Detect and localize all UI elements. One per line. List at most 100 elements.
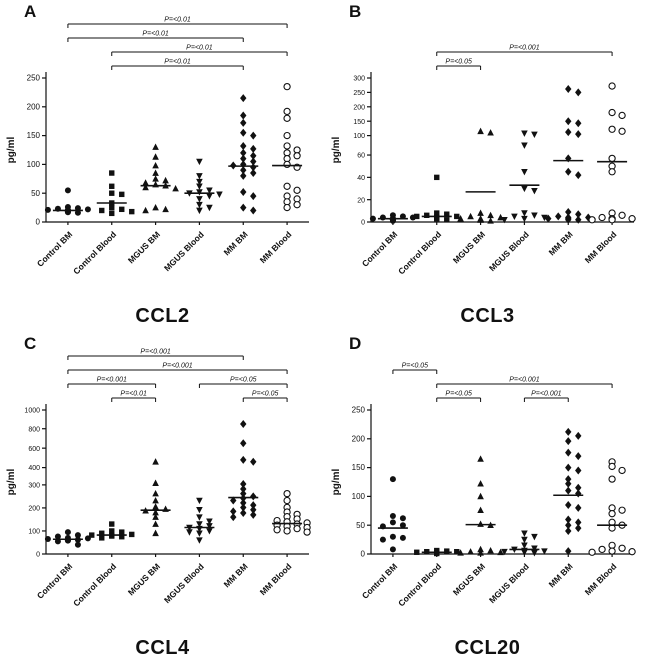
data-point-diamond-filled [240, 489, 247, 498]
p-value-label: P=<0.001 [509, 377, 539, 384]
data-point-circle-filled [64, 529, 71, 536]
data-point-diamond-filled [575, 489, 582, 498]
data-point-diamond-filled [250, 505, 257, 514]
y-tick-label: 600 [28, 446, 40, 453]
y-tick-label: 800 [28, 426, 40, 433]
data-point-triangle-filled [477, 549, 484, 556]
data-point-circle-open [628, 548, 636, 556]
y-tick-label: 250 [27, 74, 41, 83]
data-point-circle-open [618, 111, 626, 120]
data-point-square-filled [109, 170, 115, 176]
x-category-label: Control Blood [71, 229, 118, 276]
y-tick-label: 20 [357, 197, 365, 204]
data-point-triangle-down-filled [501, 548, 508, 556]
data-point-square-filled [444, 217, 450, 223]
data-point-triangle-down-filled [206, 187, 213, 194]
data-point-diamond-filled [250, 169, 257, 178]
data-point-circle-open [598, 545, 606, 554]
series-mgus-blood [184, 158, 223, 215]
data-point-square-filled [454, 213, 460, 220]
significance-bracket [436, 51, 613, 56]
y-tick-label: 100 [352, 492, 366, 501]
significance-bracket [67, 355, 244, 360]
data-point-triangle-filled [477, 506, 484, 514]
data-point-square-filled [89, 532, 95, 538]
significance-bracket [111, 51, 288, 56]
data-point-triangle-down-filled [521, 530, 528, 537]
series-mm-bm [228, 94, 259, 215]
data-point-triangle-down-filled [196, 183, 203, 190]
x-category-label: MM Blood [583, 229, 619, 265]
data-point-diamond-filled [240, 508, 247, 517]
y-tick-label: 100 [353, 133, 365, 140]
data-point-circle-open [283, 107, 291, 116]
data-point-triangle-filled [477, 127, 484, 135]
data-point-diamond-filled [565, 215, 572, 224]
data-point-circle-filled [399, 522, 406, 529]
data-point-diamond-filled [565, 463, 572, 472]
series-mm-bm [228, 420, 259, 522]
data-point-square-filled [119, 206, 125, 213]
p-value-label: P=<0.001 [509, 45, 539, 52]
data-point-triangle-down-filled [521, 215, 528, 223]
x-category-label: MM BM [547, 561, 575, 589]
data-point-circle-filled [74, 532, 81, 539]
data-point-triangle-down-filled [521, 210, 528, 217]
data-point-diamond-filled [575, 130, 582, 139]
data-point-triangle-down-filled [206, 204, 213, 212]
data-point-square-filled [414, 213, 420, 220]
data-point-circle-open [608, 154, 616, 163]
data-point-diamond-filled [250, 157, 257, 166]
data-point-circle-open [283, 489, 291, 498]
y-tick-label: 150 [352, 463, 366, 472]
data-point-diamond-filled [565, 486, 572, 495]
data-point-triangle-filled [497, 548, 504, 556]
y-tick-label: 50 [356, 521, 365, 530]
axes [367, 72, 634, 225]
data-point-diamond-filled [565, 117, 572, 126]
data-point-triangle-down-filled [206, 518, 213, 525]
series-mgus-blood [184, 497, 215, 544]
data-point-square-filled [99, 530, 105, 536]
y-tick-label: 0 [361, 550, 366, 559]
significance-bracket [436, 383, 613, 388]
data-point-triangle-down-filled [531, 131, 538, 139]
data-point-triangle-down-filled [196, 207, 203, 215]
x-category-label: MGUS BM [451, 229, 487, 265]
panel-a: A 0 50 100 150 200 250 pg/ml Control BM Control … [0, 0, 325, 332]
data-point-triangle-down-filled [521, 168, 528, 176]
x-category-label: MGUS Blood [162, 229, 206, 273]
x-category-label: Control BM [35, 229, 74, 268]
data-point-circle-open [283, 203, 291, 212]
data-point-triangle-filled [152, 169, 159, 176]
chart-title-ccl20: CCL20 [454, 637, 521, 659]
data-point-triangle-filled [467, 548, 474, 555]
x-category-label: Control Blood [396, 229, 443, 276]
data-point-diamond-filled [240, 94, 247, 103]
data-point-circle-filled [74, 205, 81, 212]
data-point-triangle-down-filled [521, 185, 528, 193]
data-point-triangle-filled [162, 205, 169, 213]
data-point-triangle-down-filled [196, 530, 203, 537]
data-point-circle-open [588, 216, 596, 224]
data-point-diamond-filled [565, 475, 572, 484]
p-value-label: P=<0.01 [142, 31, 169, 38]
data-point-circle-open [618, 211, 626, 219]
y-axis-label: pg/ml [6, 468, 17, 495]
data-point-triangle-filled [467, 212, 474, 220]
data-point-diamond-filled [565, 427, 572, 436]
significance-bracket [392, 369, 438, 374]
y-tick-label: 250 [352, 406, 366, 415]
y-tick-label: 40 [357, 175, 365, 182]
data-point-diamond-filled [240, 203, 247, 212]
data-point-diamond-filled [565, 526, 572, 535]
data-point-square-filled [109, 183, 115, 189]
data-point-diamond-filled [250, 510, 257, 519]
y-tick-label: 200 [353, 104, 365, 111]
data-point-diamond-filled [565, 501, 572, 510]
data-point-square-filled [414, 549, 420, 555]
data-point-diamond-filled [240, 141, 247, 150]
scatter-chart-ccl4: 0 100 200 300 400 600 800 1000 pg/ml Control BMCo… [6, 349, 311, 608]
